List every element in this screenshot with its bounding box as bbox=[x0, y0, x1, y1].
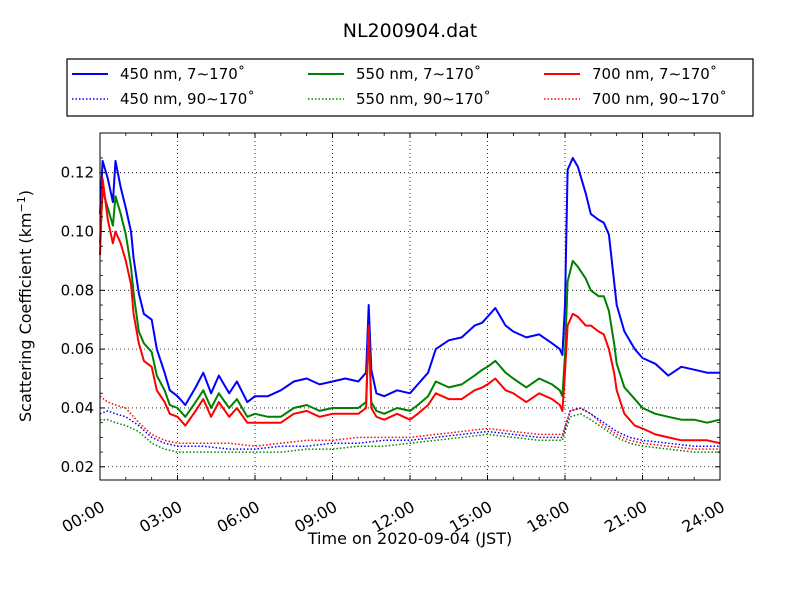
legend-label: 450 nm, 90∼170˚ bbox=[120, 90, 255, 108]
x-axis-label: Time on 2020-09-04 (JST) bbox=[307, 529, 512, 548]
series-layer bbox=[99, 157, 721, 453]
legend: 450 nm, 7∼170˚ 550 nm, 7∼170˚ 700 nm, 7∼17… bbox=[66, 58, 754, 117]
y-axis-label: Scattering Coefficient (km−1) bbox=[15, 190, 35, 422]
y-axis-label-superscript: −1 bbox=[15, 196, 28, 212]
y-tick-label: 0.12 bbox=[61, 164, 94, 182]
series-line bbox=[99, 157, 720, 406]
y-tick-label: 0.04 bbox=[61, 399, 94, 417]
legend-box bbox=[66, 58, 754, 117]
chart-title: NL200904.dat bbox=[343, 20, 478, 42]
series-line bbox=[99, 189, 721, 424]
y-axis-label-close: ) bbox=[16, 190, 35, 196]
y-tick-label: 0.02 bbox=[61, 458, 94, 476]
series-line bbox=[99, 177, 721, 445]
legend-label: 450 nm, 7∼170˚ bbox=[120, 65, 245, 83]
y-tick-label: 0.06 bbox=[61, 340, 94, 358]
legend-label: 700 nm, 7∼170˚ bbox=[592, 65, 717, 83]
y-tick-label: 0.08 bbox=[61, 281, 94, 299]
legend-label: 700 nm, 90∼170˚ bbox=[592, 90, 727, 108]
y-axis-label-main: Scattering Coefficient (km bbox=[16, 212, 35, 422]
series-line bbox=[99, 407, 720, 450]
series-line bbox=[100, 413, 720, 453]
legend-label: 550 nm, 90∼170˚ bbox=[356, 90, 491, 108]
y-tick-label: 0.10 bbox=[61, 223, 94, 241]
legend-label: 550 nm, 7∼170˚ bbox=[356, 65, 481, 83]
grid bbox=[100, 133, 720, 480]
plot-area: 00:00 03:00 06:00 09:00 12:00 15:00 18:00 21:00… bbox=[59, 132, 728, 537]
